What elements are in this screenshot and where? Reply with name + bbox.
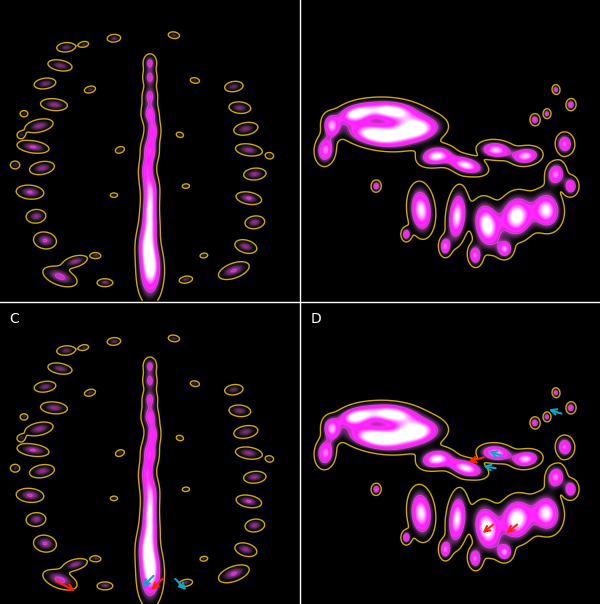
Text: D: D	[310, 312, 321, 326]
Text: C: C	[9, 312, 19, 326]
